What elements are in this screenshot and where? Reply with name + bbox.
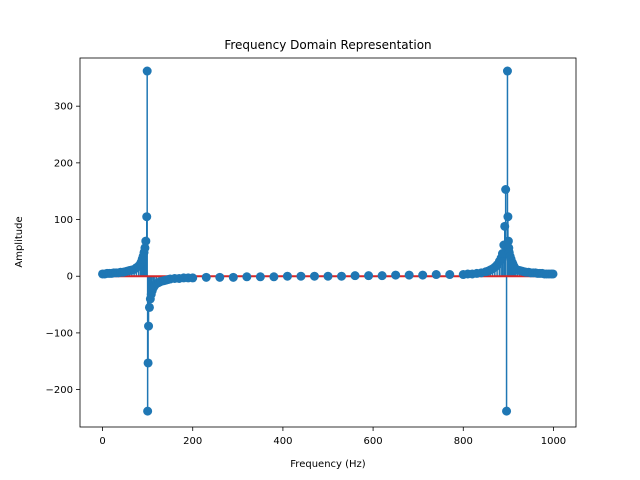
stem-marker [377, 271, 387, 281]
stem-marker [500, 221, 510, 231]
stem-marker [143, 358, 153, 368]
stem-marker [142, 212, 152, 222]
stem-marker [418, 270, 428, 280]
stem-marker [503, 212, 513, 222]
y-tick-label: 0 [67, 272, 73, 283]
stem-marker [269, 272, 279, 282]
y-tick-label: 300 [54, 102, 73, 113]
x-axis-ticks: 0 200 400 600 800 1000 [99, 427, 566, 447]
chart-title: Frequency Domain Representation [224, 38, 431, 52]
stem-marker [502, 406, 512, 416]
stem-marker [228, 272, 238, 282]
plot-frame [79, 57, 577, 428]
stem-marker [309, 271, 319, 281]
x-tick-label: 800 [454, 436, 473, 447]
stem-marker [242, 272, 252, 282]
y-tick-label: 100 [54, 215, 73, 226]
stem-marker [142, 66, 152, 76]
stem-marker [503, 236, 513, 246]
y-tick-label: −200 [46, 385, 73, 396]
x-tick-label: 600 [364, 436, 383, 447]
stem-marker [144, 302, 154, 312]
stem-marker [498, 249, 508, 259]
y-axis-ticks: −200 −100 0 100 200 300 [46, 102, 80, 396]
stem-marker [404, 270, 414, 280]
x-tick-label: 1000 [541, 436, 566, 447]
stem-marker [364, 271, 374, 281]
x-tick-label: 200 [183, 436, 202, 447]
stem-marker [502, 66, 512, 76]
stem-marker [391, 270, 401, 280]
stem-marker [501, 185, 511, 195]
x-tick-label: 0 [99, 436, 105, 447]
chart-marks [98, 66, 558, 416]
stem-marker [548, 269, 558, 279]
stem-marker [140, 243, 150, 253]
stem-marker [215, 272, 225, 282]
stem-marker [445, 270, 455, 280]
stem-marker [337, 271, 347, 281]
stem-marker [188, 273, 198, 283]
stem-marker [431, 270, 441, 280]
stem-marker [323, 271, 333, 281]
stem-marker [296, 271, 306, 281]
x-axis-label: Frequency (Hz) [290, 459, 366, 470]
y-tick-label: 200 [54, 158, 73, 169]
stem-marker [141, 236, 151, 246]
y-tick-label: −100 [46, 328, 73, 339]
stem-marker [144, 321, 154, 331]
stem-marker [350, 271, 360, 281]
x-tick-label: 400 [273, 436, 292, 447]
stem-marker [143, 406, 153, 416]
stem-marker [282, 271, 292, 281]
stem-marker [255, 272, 265, 282]
y-axis-label: Amplitude [14, 216, 25, 267]
stem-marker [201, 272, 211, 282]
